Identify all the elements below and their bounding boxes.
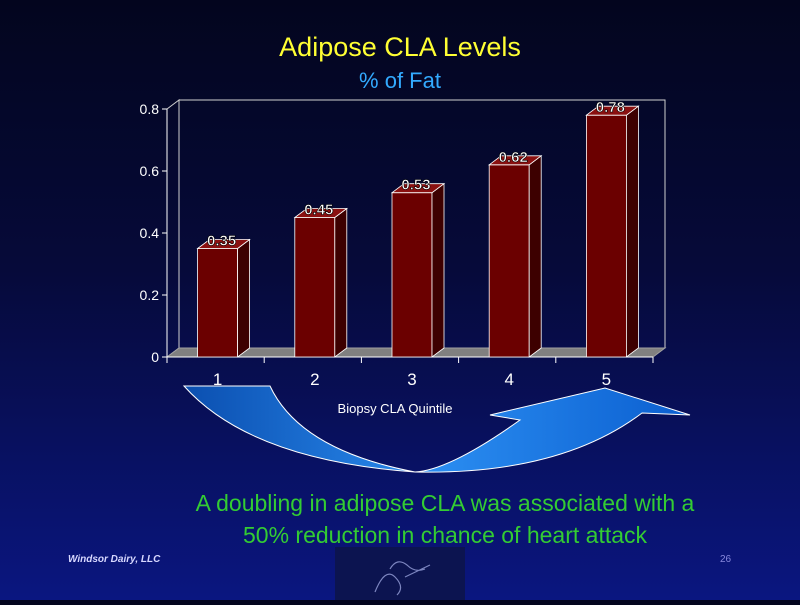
- bar-top: [488, 155, 543, 166]
- bar-front: [391, 192, 433, 358]
- bar-data-label: 0.62: [499, 149, 528, 166]
- footer-company: Windsor Dairy, LLC: [68, 554, 161, 565]
- bar-top: [293, 208, 348, 218]
- caption-line-2: 50% reduction in chance of heart attack: [242, 522, 648, 548]
- curved-arrow-shape: [182, 385, 691, 473]
- bar-front: [488, 164, 530, 358]
- y-tick-label: 0.8: [140, 101, 160, 117]
- bar-chart: 0 0.2 0.4 0.6 0.8 0.35 1 0.45 2 0.53 3 0.62 4 0.78 5 Bi…: [140, 98, 691, 473]
- y-tick-label: 0: [151, 349, 159, 365]
- bar: [293, 207, 348, 358]
- bar: [196, 238, 251, 358]
- chart-subtitle: % of Fat: [359, 68, 441, 93]
- x-tick-label: 5: [602, 370, 611, 389]
- y-tick-label: 0.2: [140, 287, 160, 303]
- bar: [488, 155, 543, 358]
- bar-side: [237, 238, 251, 358]
- x-tick-label: 2: [310, 370, 319, 389]
- bar-data-label: 0.53: [401, 177, 430, 194]
- bar-side: [334, 207, 348, 358]
- caption-line-1: A doubling in adipose CLA was associated…: [195, 490, 695, 516]
- bar-front: [197, 248, 239, 358]
- bar-data-label: 0.78: [596, 99, 625, 116]
- x-tick-label: 3: [407, 370, 416, 389]
- figure-sketch-logo-icon: [335, 547, 465, 600]
- bar-top: [390, 183, 446, 194]
- bar-front: [586, 114, 627, 358]
- bar-side: [626, 105, 639, 358]
- bar: [390, 182, 446, 358]
- side-wall: [166, 99, 180, 358]
- bar-side: [431, 182, 445, 358]
- bar-top: [585, 105, 640, 116]
- chart-title: Adipose CLA Levels: [279, 32, 521, 62]
- bar-data-label: 0.35: [207, 233, 236, 250]
- y-tick-label: 0.6: [140, 163, 160, 179]
- bar-top: [196, 239, 251, 249]
- x-tick-label: 4: [504, 370, 513, 389]
- bar-side: [528, 155, 542, 358]
- x-axis-title: Biopsy CLA Quintile: [338, 401, 453, 416]
- page-number: 26: [720, 554, 732, 565]
- caption-text: A doubling in adipose CLA was associated…: [120, 487, 770, 551]
- bar: [585, 105, 640, 358]
- x-tick-label: 1: [213, 370, 222, 389]
- y-tick-label: 0.4: [140, 225, 160, 241]
- bar-data-label: 0.45: [304, 202, 333, 219]
- bar-front: [294, 217, 336, 358]
